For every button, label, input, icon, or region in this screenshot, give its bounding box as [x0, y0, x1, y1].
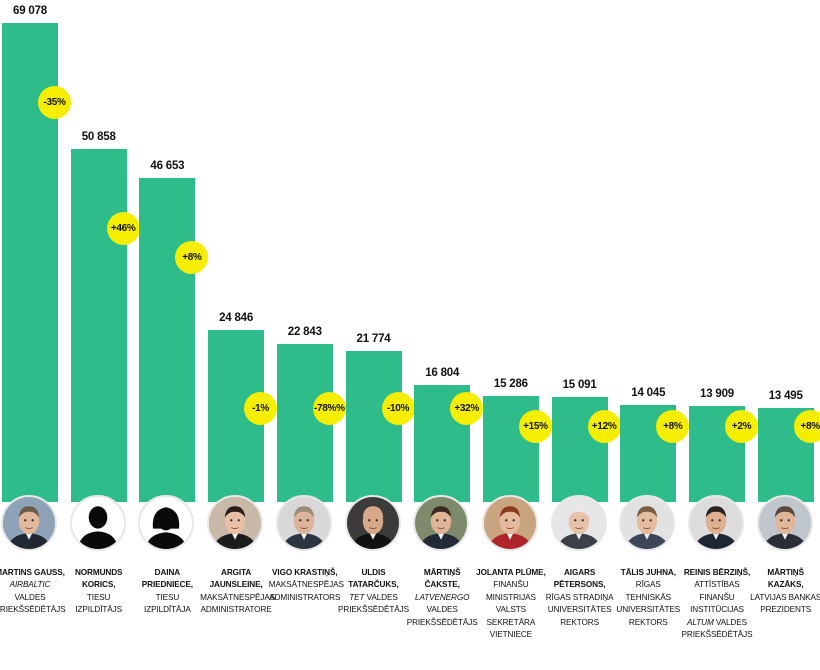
role-text: TIESU IZPILDĪTĀJA [144, 592, 191, 615]
person-label: DAINA PRIEDNIECE, TIESU IZPILDĪTĀJA [131, 567, 203, 617]
person-name: TĀLIS JUHNA, [620, 568, 676, 577]
person-role: LATVIJAS BANKAS PREZIDENTS [750, 592, 820, 617]
change-badge: -1% [244, 392, 278, 425]
value-label: 46 653 [150, 160, 185, 173]
change-badge: +46% [106, 212, 140, 246]
avatar-photo [756, 495, 813, 551]
silhouette-male-icon [69, 495, 126, 551]
person-role: ATTĪSTĪBAS FINANŠU INSTITŪCIJAS ALTUM VA… [681, 579, 753, 641]
bar-6 [345, 351, 402, 502]
value-label: 69 078 [13, 5, 47, 17]
person-name: AIGARS PĒTERSONS, [553, 568, 606, 590]
person-name: JOLANTA PLŪME, [476, 568, 546, 577]
company-name: TET [349, 592, 365, 602]
person-name: MARTINS GAUSS, [0, 568, 65, 577]
change-badge: +8% [175, 241, 209, 275]
change-badge: -10% [381, 392, 415, 425]
avatar-photo [1, 495, 57, 551]
change-badge: +15% [518, 410, 552, 443]
avatar-photo [481, 495, 538, 551]
avatar-photo [413, 495, 470, 551]
person-label: ULDIS TATARČUKS, TET VALDES PRIEKŠSĒDĒTĀJ… [338, 567, 410, 617]
change-badge: +12% [587, 410, 621, 443]
role-text: ATTĪSTĪBAS FINANŠU INSTITŪCIJAS [690, 580, 744, 615]
avatar-photo [619, 495, 676, 551]
person-role: FINANŠU MINISTRIJAS VALSTS SEKRETĀRA VIE… [475, 579, 547, 641]
value-label: 16 804 [425, 367, 460, 380]
role-text: VALDES PRIEKŠSĒDĒTĀJS [406, 605, 478, 627]
company-name: LATVENERGO [415, 592, 470, 602]
change-badge: +8% [793, 410, 820, 443]
role-text: RĪGAS STRADIŅA UNIVERSITĀTES REKTORS [545, 592, 614, 627]
role-text: TIESU IZPILDĪTĀJS [75, 592, 123, 615]
change-badge: -78%% [312, 392, 346, 425]
role-text: MAKSĀTNESPĒJAS ADMINISTRATORS [268, 580, 344, 602]
value-label: 13 495 [768, 390, 803, 403]
value-label: 13 909 [700, 387, 734, 400]
person-role: TIESU IZPILDĪTĀJS [63, 592, 135, 617]
person-role: MAKSĀTNESPĒJAS ADMINISTRATORS [268, 579, 344, 604]
person-label: MĀRTIŅŠ ČAKSTE, LATVENERGO VALDES PRIEKŠS… [406, 567, 478, 629]
role-text: VALDES PRIEKŠSĒDĒTĀJS [0, 592, 66, 615]
person-name: ARGITA JAUNSLEINE, [209, 568, 263, 590]
person-label: ARGITA JAUNSLEINE, MAKSĀTNESPĒJAS ADMINIS… [200, 567, 276, 617]
person-role: AIRBALTIC VALDES PRIEKŠSĒDĒTĀJS [0, 579, 66, 616]
person-label: TĀLIS JUHNA, RĪGAS TEHNISKĀS UNIVERSITĀTE… [612, 567, 684, 629]
person-role: RĪGAS STRADIŅA UNIVERSITĀTES REKTORS [544, 592, 616, 629]
role-text: VALDES PRIEKŠSĒDĒTĀJS [338, 592, 409, 615]
role-text: RĪGAS TEHNISKĀS UNIVERSITĀTES REKTORS [616, 580, 681, 627]
value-label: 22 843 [287, 325, 322, 338]
role-text: FINANŠU MINISTRIJAS VALSTS SEKRETĀRA VIE… [485, 580, 536, 640]
bar-3 [139, 178, 196, 502]
avatar-photo [688, 495, 744, 551]
change-badge: +8% [656, 410, 690, 443]
change-badge: -35% [38, 86, 71, 119]
person-label: NORMUNDS KORICS, TIESU IZPILDĪTĀJS [63, 567, 135, 617]
role-text: VALDES PRIEKŠSĒDĒTĀJS [681, 617, 753, 640]
value-label: 15 286 [493, 378, 528, 390]
value-label: 21 774 [356, 333, 391, 345]
person-name: NORMUNDS KORICS, [74, 568, 123, 590]
person-name: VIGO KRASTIŅŠ, [272, 568, 338, 577]
company-name: ALTUM [687, 617, 714, 627]
avatar-photo [344, 495, 401, 551]
person-role: MAKSĀTNESPĒJAS ADMINISTRATORE [200, 592, 276, 617]
change-badge: +32% [450, 392, 484, 425]
person-role: TIESU IZPILDĪTĀJA [131, 592, 203, 617]
value-label: 15 091 [562, 379, 597, 392]
value-label: 50 858 [81, 131, 116, 144]
role-text: MAKSĀTNESPĒJAS ADMINISTRATORE [200, 592, 276, 615]
person-role: RĪGAS TEHNISKĀS UNIVERSITĀTES REKTORS [612, 579, 684, 629]
person-label: JOLANTA PLŪME, FINANŠU MINISTRIJAS VALSTS… [475, 567, 547, 641]
person-role: TET VALDES PRIEKŠSĒDĒTĀJS [338, 592, 410, 617]
avatar-photo [207, 495, 264, 551]
person-name: REINIS BĒRZIŅŠ, [683, 568, 751, 577]
value-label: 14 045 [631, 386, 666, 399]
person-name: ULDIS TATARČUKS, [348, 568, 399, 590]
person-role: LATVENERGO VALDES PRIEKŠSĒDĒTĀJS [406, 592, 478, 629]
person-label: MĀRTIŅŠ KAZĀKS, LATVIJAS BANKAS PREZIDENT… [750, 567, 820, 617]
silhouette-female-icon [138, 495, 195, 551]
avatar-photo [275, 495, 332, 551]
person-name: MĀRTIŅŠ ČAKSTE, [423, 568, 461, 590]
person-label: VIGO KRASTIŅŠ, MAKSĀTNESPĒJAS ADMINISTRAT… [268, 567, 344, 604]
role-text: LATVIJAS BANKAS PREZIDENTS [750, 592, 820, 615]
person-name: MĀRTIŅŠ KAZĀKS, [767, 568, 804, 590]
value-label: 24 846 [219, 311, 254, 324]
person-label: AIGARS PĒTERSONS, RĪGAS STRADIŅA UNIVERSI… [544, 567, 616, 629]
company-name: AIRBALTIC [9, 580, 51, 590]
person-name: DAINA PRIEDNIECE, [141, 568, 193, 590]
change-badge: +2% [725, 410, 758, 443]
avatar-photo [550, 495, 607, 551]
bar-2 [70, 149, 127, 502]
person-label: MARTINS GAUSS, AIRBALTIC VALDES PRIEKŠSĒD… [0, 567, 66, 617]
person-label: REINIS BĒRZIŅŠ, ATTĪSTĪBAS FINANŠU INSTIT… [681, 567, 753, 641]
